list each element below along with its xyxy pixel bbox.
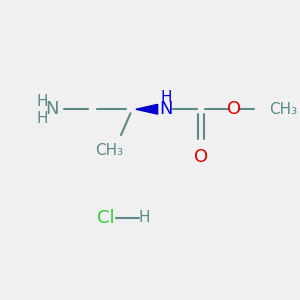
Text: CH₃: CH₃	[269, 102, 297, 117]
Text: H: H	[36, 94, 48, 109]
Polygon shape	[136, 104, 158, 114]
Text: O: O	[227, 100, 241, 118]
Text: O: O	[194, 148, 208, 166]
Text: N: N	[45, 100, 58, 118]
Text: H: H	[160, 89, 172, 104]
Text: H: H	[36, 111, 48, 126]
Text: CH₃: CH₃	[95, 143, 123, 158]
Text: H: H	[138, 210, 150, 225]
Text: Cl: Cl	[97, 209, 115, 227]
Text: N: N	[159, 100, 172, 118]
